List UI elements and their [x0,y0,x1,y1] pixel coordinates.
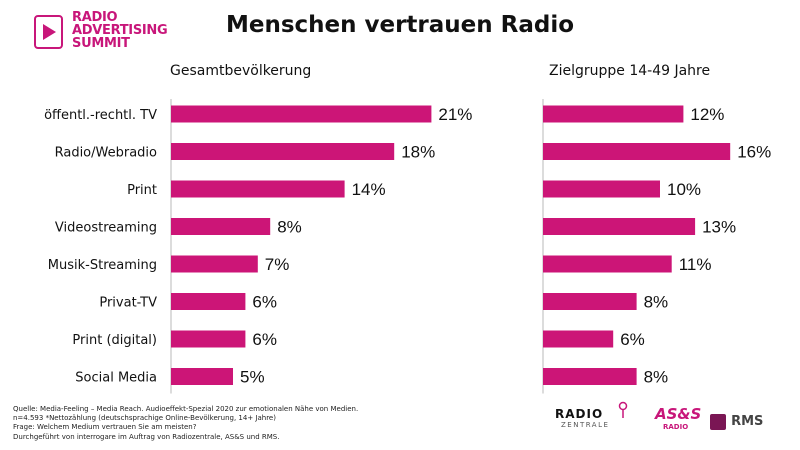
radiozentrale-signal-icon [618,401,628,418]
bar [543,143,731,160]
rms-logo: RMS [710,411,763,430]
footnote-conducted: Durchgeführt von interrogare im Auftrag … [13,432,280,441]
value-label: 6% [252,330,277,349]
value-label: 10% [667,180,701,199]
value-label: 13% [702,218,736,237]
value-label: 6% [252,293,277,312]
category-label: Musik-Streaming [48,258,157,273]
value-label: 18% [401,143,435,162]
footnote-source: Quelle: Media-Feeling – Media Reach. Aud… [13,405,359,413]
value-label: 6% [620,330,645,349]
value-label: 12% [690,105,724,124]
bar [543,255,672,273]
value-label: 8% [644,293,669,312]
footnote-sample: n=4.593 *Nettozählung (deutschsprachige … [13,414,276,423]
bar [171,330,246,348]
play-triangle-icon [34,15,63,49]
category-label: Print (digital) [72,333,157,348]
ass-radio-logo: AS&S RADIO [655,405,701,431]
radiozentrale-logo-bottom: ZENTRALE [561,421,610,429]
bar [171,105,432,123]
bar [171,255,258,273]
logo-line-1: RADIO [72,10,118,25]
logo-line-2: ADVERTISING [72,23,168,38]
footer-logos: RADIO ZENTRALE AS&S RADIO RMS [555,401,795,445]
value-label: 7% [265,255,290,274]
bar [171,293,246,310]
bar-charts: öffentl.-rechtl. TV 21% Radio/Webradio 18% P… [44,99,771,394]
bar [543,105,684,123]
value-label: 16% [737,143,771,162]
ass-logo-top: AS&S [655,405,702,423]
bar [543,180,660,198]
page-title: Menschen vertrauen Radio [225,12,575,38]
radiozentrale-logo: RADIO ZENTRALE [555,401,628,429]
bar [543,330,614,348]
panel-title-zielgruppe: Zielgruppe 14-49 Jahre [549,63,711,79]
rms-logo-text: RMS [731,414,764,429]
value-label: 21% [438,105,472,124]
rms-square-icon [710,413,726,430]
bar [171,368,233,385]
radio-advertising-summit-logo: RADIO ADVERTISING SUMMIT [34,7,194,57]
logo-line-3: SUMMIT [72,36,130,51]
panel-title-gesamt: Gesamtbevölkerung [170,63,312,79]
footnote-question: Frage: Welchem Medium vertrauen Sie am m… [13,423,197,432]
category-label: Social Media [75,371,157,386]
category-label: öffentl.-rechtl. TV [44,108,157,123]
footnote: Quelle: Media-Feeling – Media Reach. Aud… [13,405,358,442]
value-label: 8% [644,368,669,387]
bar [543,293,637,310]
value-label: 14% [352,180,386,199]
bar [543,368,637,385]
bar [171,143,395,160]
value-label: 8% [277,218,302,237]
bar [171,180,345,198]
category-label: Radio/Webradio [55,146,157,161]
radiozentrale-logo-top: RADIO [555,407,604,421]
category-label: Privat-TV [99,296,157,311]
bar [543,218,696,235]
bar [171,218,271,235]
value-label: 11% [679,255,712,274]
category-label: Videostreaming [55,221,157,236]
ass-logo-bottom: RADIO [663,423,689,431]
value-label: 5% [240,368,265,387]
category-label: Print [127,183,157,198]
